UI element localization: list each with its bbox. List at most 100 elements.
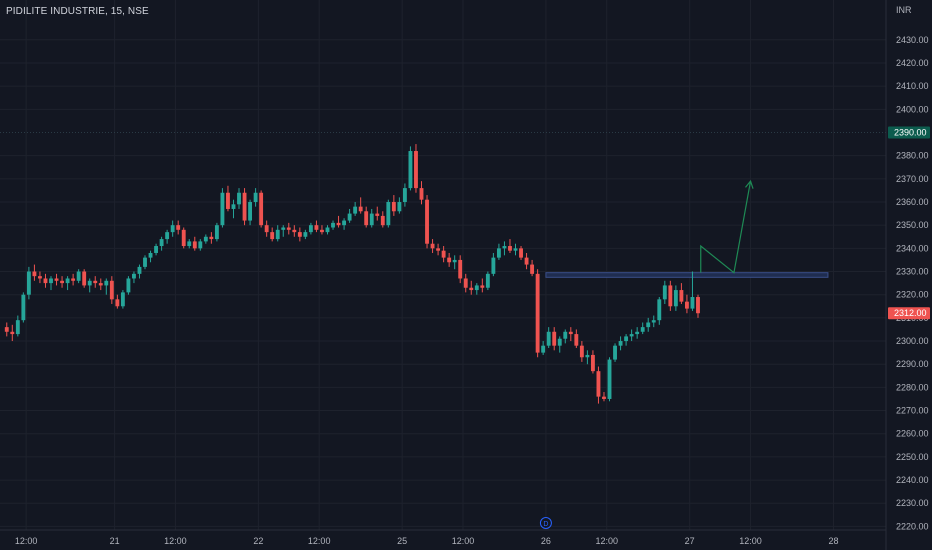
candle-down[interactable] <box>4 327 9 332</box>
candle-down[interactable] <box>391 202 396 212</box>
candle-down[interactable] <box>552 331 557 346</box>
candle-down[interactable] <box>414 151 418 189</box>
candle-down[interactable] <box>43 278 48 284</box>
candle-down[interactable] <box>98 283 103 286</box>
candle-down[interactable] <box>242 192 247 221</box>
candle-down[interactable] <box>535 273 540 353</box>
candle-up[interactable] <box>137 266 142 274</box>
candle-up[interactable] <box>640 327 645 332</box>
candle-up[interactable] <box>308 225 313 233</box>
candle-down[interactable] <box>109 280 114 300</box>
candle-down[interactable] <box>568 331 573 335</box>
candle-up[interactable] <box>369 213 374 226</box>
candle-up[interactable] <box>87 280 92 286</box>
candle-up[interactable] <box>21 294 26 321</box>
candle-up[interactable] <box>104 280 109 286</box>
candle-up[interactable] <box>15 320 20 335</box>
candle-down[interactable] <box>82 271 87 286</box>
candle-down[interactable] <box>115 299 120 307</box>
candle-down[interactable] <box>530 264 535 274</box>
candle-up[interactable] <box>170 225 175 233</box>
candle-down[interactable] <box>71 278 76 281</box>
candle-down[interactable] <box>425 199 429 244</box>
candle-up[interactable] <box>281 227 286 230</box>
candle-up[interactable] <box>408 151 413 189</box>
candle-down[interactable] <box>176 225 181 230</box>
candle-up[interactable] <box>513 248 518 251</box>
candle-down[interactable] <box>480 285 485 288</box>
candle-down[interactable] <box>259 192 264 226</box>
candle-up[interactable] <box>585 354 590 358</box>
projection-arrow[interactable] <box>700 181 752 274</box>
candle-up[interactable] <box>474 285 479 291</box>
candle-up[interactable] <box>563 331 568 339</box>
candle-up[interactable] <box>662 285 667 300</box>
candle-down[interactable] <box>574 334 579 346</box>
candle-down[interactable] <box>519 248 523 258</box>
candle-down[interactable] <box>602 396 606 399</box>
candle-up[interactable] <box>690 297 695 309</box>
candle-up[interactable] <box>76 271 81 281</box>
candle-up[interactable] <box>502 246 507 249</box>
candle-up[interactable] <box>203 236 208 242</box>
candle-up[interactable] <box>496 248 501 258</box>
candle-down[interactable] <box>596 371 601 397</box>
candle-down[interactable] <box>297 232 302 237</box>
candle-up[interactable] <box>214 225 219 240</box>
candle-down[interactable] <box>181 229 186 247</box>
candle-down[interactable] <box>380 215 385 226</box>
candle-down[interactable] <box>419 188 424 200</box>
candle-up[interactable] <box>325 227 330 233</box>
candle-up[interactable] <box>49 278 53 284</box>
candle-down[interactable] <box>447 257 452 263</box>
candle-down[interactable] <box>32 271 37 277</box>
dividend-icon[interactable] <box>539 517 552 529</box>
candle-up[interactable] <box>618 341 623 346</box>
candle-down[interactable] <box>436 248 441 251</box>
candle-up[interactable] <box>657 299 662 321</box>
candle-up[interactable] <box>629 334 634 337</box>
candle-up[interactable] <box>386 202 391 226</box>
candle-down[interactable] <box>684 301 689 309</box>
candle-up[interactable] <box>303 232 308 237</box>
candle-up[interactable] <box>154 246 159 253</box>
candle-down[interactable] <box>508 246 512 251</box>
candle-up[interactable] <box>452 259 457 263</box>
candle-down[interactable] <box>192 241 197 249</box>
candle-up[interactable] <box>165 232 170 240</box>
candle-down[interactable] <box>10 331 15 335</box>
candle-up[interactable] <box>342 220 347 226</box>
candle-down[interactable] <box>38 276 42 279</box>
candle-up[interactable] <box>651 320 656 323</box>
candle-up[interactable] <box>198 241 203 249</box>
candle-up[interactable] <box>541 345 546 353</box>
candle-up[interactable] <box>491 257 496 274</box>
candle-up[interactable] <box>557 338 562 346</box>
candle-down[interactable] <box>60 280 64 284</box>
candle-down[interactable] <box>286 227 291 230</box>
candle-up[interactable] <box>159 239 164 247</box>
candle-down[interactable] <box>336 222 341 226</box>
candle-down[interactable] <box>679 290 684 302</box>
candle-down[interactable] <box>469 287 474 291</box>
candle-up[interactable] <box>646 322 651 328</box>
candle-down[interactable] <box>364 211 369 226</box>
candle-up[interactable] <box>607 359 612 399</box>
candle-up[interactable] <box>331 222 335 228</box>
candle-down[interactable] <box>270 232 275 240</box>
candle-up[interactable] <box>248 202 253 221</box>
candle-up[interactable] <box>120 292 125 307</box>
candle-up[interactable] <box>231 204 236 209</box>
candle-up[interactable] <box>132 273 136 279</box>
candle-down[interactable] <box>696 297 700 314</box>
candle-up[interactable] <box>148 252 153 258</box>
candle-down[interactable] <box>226 192 230 209</box>
candle-down[interactable] <box>93 280 98 284</box>
candle-down[interactable] <box>441 250 446 258</box>
candle-up[interactable] <box>275 229 280 240</box>
candle-down[interactable] <box>320 229 324 233</box>
candle-up[interactable] <box>397 202 402 212</box>
candle-down[interactable] <box>463 278 468 288</box>
candle-up[interactable] <box>220 192 225 226</box>
candle-down[interactable] <box>458 259 463 279</box>
